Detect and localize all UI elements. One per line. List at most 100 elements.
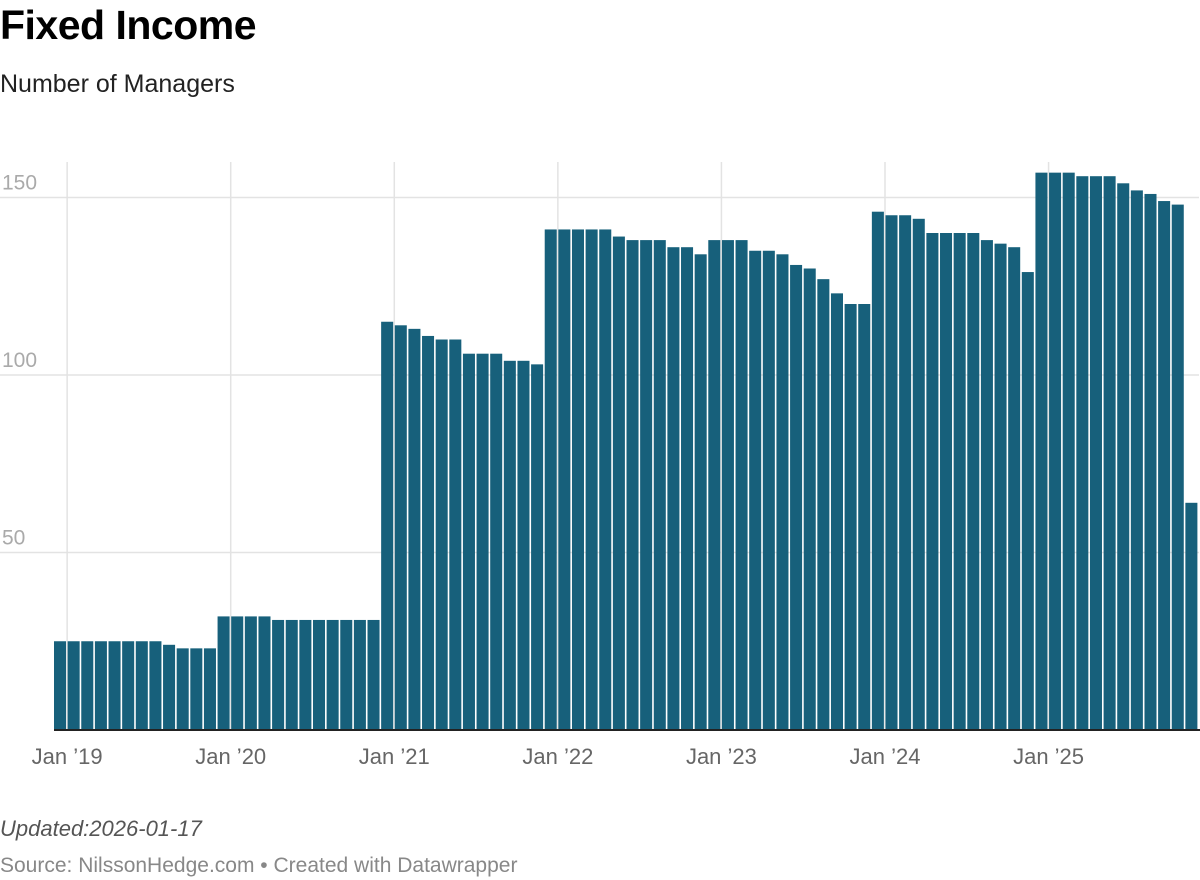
bar[interactable] [790,264,803,730]
bar[interactable] [667,247,680,730]
bar[interactable] [340,619,353,730]
bar[interactable] [612,236,625,731]
bar[interactable] [830,293,843,730]
bar[interactable] [190,648,203,730]
bar[interactable] [708,240,721,730]
bar[interactable] [994,243,1007,730]
bar[interactable] [694,254,707,731]
bar[interactable] [163,644,176,730]
y-tick-label: 150 [2,172,37,195]
bar[interactable] [735,240,748,730]
bar[interactable] [367,619,380,730]
bar[interactable] [1062,172,1075,730]
updated-date: 2026-01-17 [89,816,202,841]
bar[interactable] [544,229,557,730]
bar[interactable] [762,250,775,730]
updated-label: Updated: [0,816,90,841]
bar[interactable] [476,353,489,730]
bar[interactable] [312,619,326,730]
bar[interactable] [217,616,230,730]
bar[interactable] [203,648,216,730]
bar[interactable] [953,233,966,730]
updated-note: Updated:2026-01-17 [0,816,202,842]
bar[interactable] [967,233,980,730]
bar[interactable] [258,616,271,730]
bar[interactable] [1103,176,1116,730]
bar[interactable] [176,648,189,730]
bar[interactable] [749,250,762,730]
bar[interactable] [1049,172,1062,730]
bar[interactable] [1008,247,1021,730]
bar[interactable] [231,616,244,730]
bar[interactable] [571,229,585,730]
bar[interactable] [871,211,884,730]
bar[interactable] [844,304,857,730]
bar[interactable] [817,279,830,730]
bar[interactable] [285,619,298,730]
bar[interactable] [980,240,993,730]
bar[interactable] [558,229,571,730]
bar[interactable] [776,254,789,731]
bar[interactable] [1117,183,1130,731]
bar[interactable] [1171,204,1184,731]
x-tick-label: Jan ’23 [686,744,757,769]
bar[interactable] [381,321,394,730]
x-tick-label: Jan ’20 [195,744,266,769]
bar[interactable] [1158,201,1171,731]
bar[interactable] [885,215,898,730]
bar[interactable] [1185,502,1198,730]
bar[interactable] [912,218,925,731]
bar-chart: 50 100 150 Jan ’19 Jan ’20 Jan ’21 Jan ’22 Jan … [0,162,1200,769]
source-line: Source: NilssonHedge.com • Created with … [0,854,517,878]
bar[interactable] [1144,193,1157,730]
bar[interactable] [244,616,257,730]
bar[interactable] [135,641,148,730]
bar[interactable] [272,619,285,730]
bar[interactable] [926,233,939,730]
bar[interactable] [462,353,475,730]
bar[interactable] [408,328,421,730]
bar[interactable] [67,641,80,730]
bar[interactable] [585,229,598,730]
bar[interactable] [599,229,612,730]
bar[interactable] [1021,272,1034,730]
bar[interactable] [490,353,503,730]
separator: • [260,854,268,877]
source-label[interactable]: Source: NilssonHedge.com [0,854,255,877]
bar[interactable] [435,339,448,731]
chart-subtitle: Number of Managers [0,70,235,98]
x-tick-label: Jan ’21 [359,744,430,769]
bar[interactable] [653,240,666,730]
bar[interactable] [503,360,516,730]
bar[interactable] [353,619,366,730]
bar[interactable] [394,325,407,730]
bar[interactable] [422,335,435,730]
bar[interactable] [531,364,544,730]
bar[interactable] [899,215,912,730]
bar[interactable] [940,233,953,730]
credit-label[interactable]: Created with Datawrapper [273,854,518,877]
bar[interactable] [449,339,462,731]
x-tick-label: Jan ’24 [850,744,921,769]
bar[interactable] [721,240,734,730]
y-tick-label: 100 [2,349,37,372]
bar[interactable] [54,641,67,730]
bar[interactable] [149,641,162,730]
bar[interactable] [94,641,107,730]
bar[interactable] [1035,172,1048,730]
bar[interactable] [803,268,816,731]
bar[interactable] [1089,176,1102,730]
bar[interactable] [1130,190,1143,730]
bar[interactable] [81,641,94,730]
bar[interactable] [681,247,694,730]
bar[interactable] [640,240,653,730]
bar[interactable] [108,641,121,730]
bar[interactable] [326,619,339,730]
bar[interactable] [858,304,871,730]
x-tick-label: Jan ’19 [32,744,103,769]
bar[interactable] [517,360,530,730]
bar[interactable] [122,641,135,730]
bar[interactable] [299,619,312,730]
bar[interactable] [1076,176,1089,730]
bar[interactable] [626,240,639,730]
